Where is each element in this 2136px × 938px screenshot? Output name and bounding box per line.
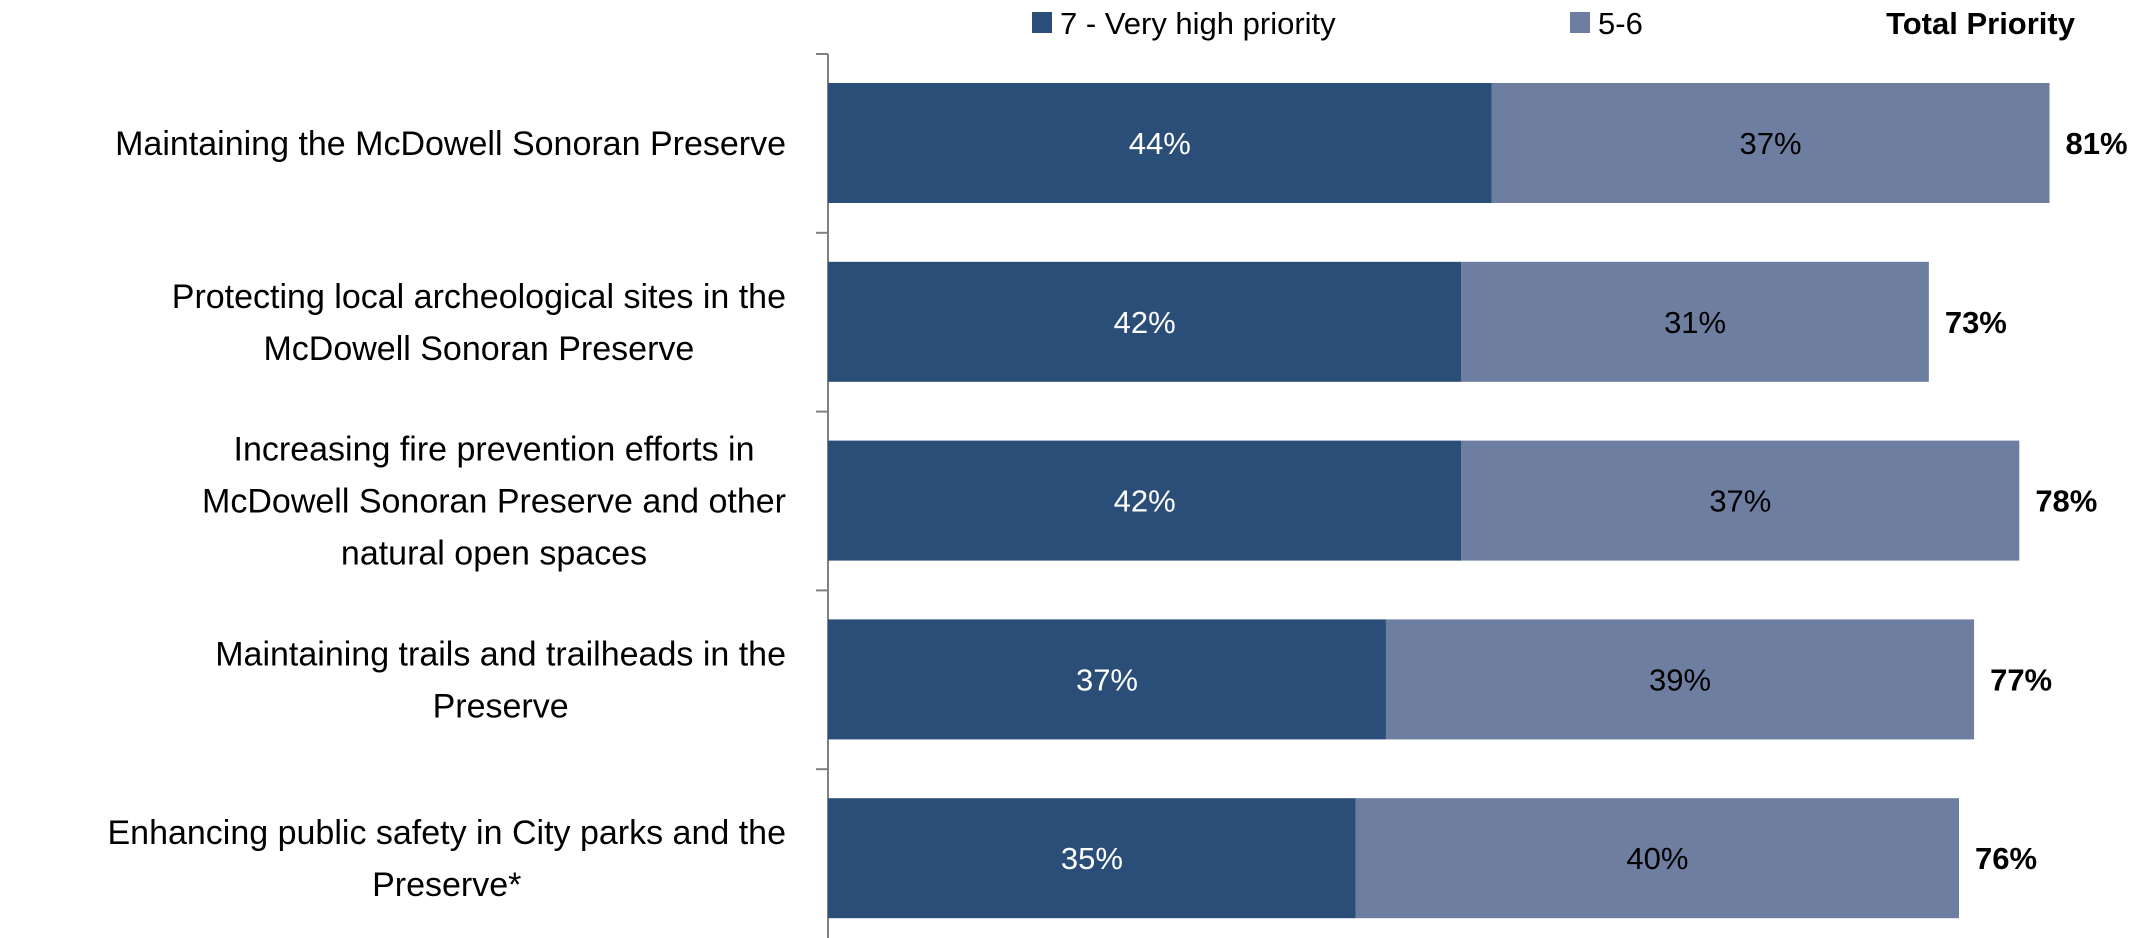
bars-group: 44% 37% 81% 42% 31% 73% 42% 37% 78% 37% 39% 77% 35% 4… bbox=[828, 83, 2128, 919]
category-label-line: Maintaining trails and trailheads in the bbox=[215, 635, 786, 673]
total-label: 73% bbox=[1945, 305, 2007, 340]
bar-segment-5-6 bbox=[1355, 798, 1959, 919]
category-label: Maintaining the McDowell Sonoran Preserv… bbox=[115, 125, 786, 163]
legend-swatch-5-6 bbox=[1570, 12, 1590, 33]
legend-label-5-6: 5-6 bbox=[1598, 6, 1643, 41]
category-label-line: Preserve* bbox=[372, 866, 521, 904]
category-label: Enhancing public safety in City parks an… bbox=[107, 814, 786, 904]
category-label-line: McDowell Sonoran Preserve and other bbox=[202, 483, 786, 521]
bar-segment-5-6 bbox=[1461, 261, 1929, 382]
data-label: 31% bbox=[1664, 305, 1726, 340]
data-label: 42% bbox=[1114, 484, 1176, 519]
legend-label-very-high-priority: 7 - Very high priority bbox=[1060, 6, 1336, 41]
data-label: 37% bbox=[1739, 126, 1801, 161]
bar-segment-5-6 bbox=[1385, 619, 1975, 740]
data-label: 37% bbox=[1709, 484, 1771, 519]
total-label: 78% bbox=[2035, 484, 2097, 519]
category-label: Increasing fire prevention efforts in McD… bbox=[202, 431, 786, 573]
category-label-line: Increasing fire prevention efforts in bbox=[234, 431, 755, 469]
data-label: 35% bbox=[1061, 841, 1123, 876]
legend: 7 - Very high priority 5-6 Total Priorit… bbox=[1032, 6, 2076, 41]
category-label-line: McDowell Sonoran Preserve bbox=[263, 330, 694, 368]
category-label-line: Preserve bbox=[433, 687, 569, 725]
data-label: 42% bbox=[1114, 305, 1176, 340]
bar-segment-5-6 bbox=[1491, 83, 2050, 203]
category-label-line: Maintaining the McDowell Sonoran Preserv… bbox=[115, 125, 786, 163]
bar-segment-very-high-priority bbox=[828, 619, 1386, 740]
legend-label-total-priority: Total Priority bbox=[1886, 6, 2076, 41]
category-labels: Maintaining the McDowell Sonoran Preserv… bbox=[107, 125, 786, 904]
total-label: 81% bbox=[2065, 126, 2127, 161]
bar-segment-5-6 bbox=[1461, 440, 2020, 561]
category-label-line: Protecting local archeological sites in … bbox=[172, 278, 786, 316]
bar-segment-very-high-priority bbox=[828, 261, 1462, 382]
category-label-line: Enhancing public safety in City parks an… bbox=[107, 814, 786, 852]
total-label: 76% bbox=[1975, 841, 2037, 876]
category-label: Protecting local archeological sites in … bbox=[172, 278, 786, 368]
data-label: 39% bbox=[1649, 662, 1711, 697]
bar-segment-very-high-priority bbox=[828, 83, 1492, 203]
bar-segment-very-high-priority bbox=[828, 440, 1462, 561]
data-label: 37% bbox=[1076, 662, 1138, 697]
bar-segment-very-high-priority bbox=[828, 798, 1356, 919]
total-label: 77% bbox=[1990, 662, 2052, 697]
data-label: 40% bbox=[1626, 841, 1688, 876]
data-label: 44% bbox=[1129, 126, 1191, 161]
category-axis bbox=[816, 53, 829, 938]
legend-swatch-very-high-priority bbox=[1032, 12, 1052, 33]
category-label-line: natural open spaces bbox=[341, 535, 647, 573]
category-label: Maintaining trails and trailheads in the… bbox=[215, 635, 786, 725]
